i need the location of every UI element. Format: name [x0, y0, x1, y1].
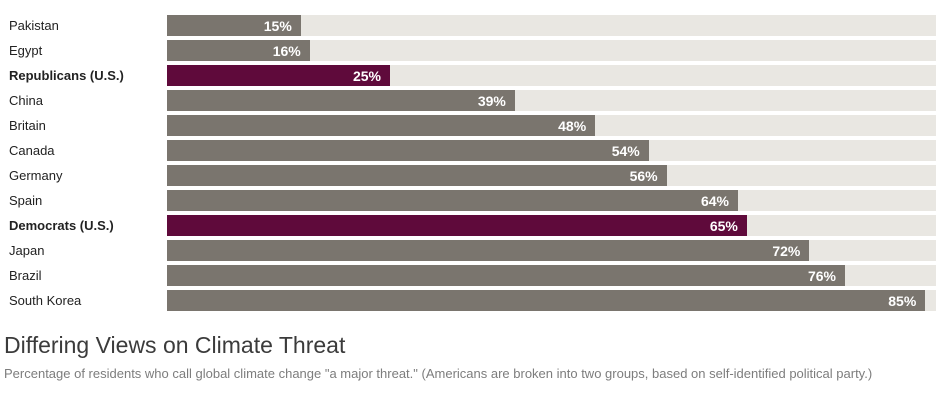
- bar-track: 72%: [167, 240, 936, 261]
- bar-value-label: 56%: [629, 167, 658, 184]
- page-title: Differing Views on Climate Threat: [4, 332, 346, 358]
- category-label: Pakistan: [9, 18, 59, 33]
- bar-value-label: 39%: [477, 92, 506, 109]
- bar-track: 76%: [167, 265, 936, 286]
- bar-value-label: 16%: [272, 42, 301, 59]
- table-row: Spain 64%: [0, 190, 937, 211]
- bar: 48%: [167, 115, 596, 136]
- category-label: Republicans (U.S.): [9, 68, 124, 83]
- bar: 64%: [167, 190, 738, 211]
- bar-track: 85%: [167, 290, 936, 311]
- bar-track: 65%: [167, 215, 936, 236]
- bar-track: 48%: [167, 115, 936, 136]
- bar: 25%: [167, 65, 390, 86]
- table-row: South Korea 85%: [0, 290, 937, 311]
- bar-value-label: 25%: [352, 67, 381, 84]
- bar-value-label: 48%: [558, 117, 587, 134]
- category-label: South Korea: [9, 293, 82, 308]
- table-row: Canada 54%: [0, 140, 937, 161]
- bar-track: 64%: [167, 190, 936, 211]
- bar-track: 54%: [167, 140, 936, 161]
- bar-value-label: 65%: [709, 217, 738, 234]
- bar-track: 15%: [167, 15, 936, 36]
- bar-track: 16%: [167, 40, 936, 61]
- bar-value-label: 64%: [700, 192, 729, 209]
- bar-chart: Pakistan 15% Egypt 16% Republicans (U.S.…: [0, 15, 937, 311]
- bar-value-label: 15%: [263, 17, 292, 34]
- bar-value-label: 76%: [807, 267, 837, 284]
- table-row: Republicans (U.S.) 25%: [0, 65, 937, 86]
- bar: 39%: [167, 90, 515, 111]
- bar-track: 39%: [167, 90, 936, 111]
- table-row: China 39%: [0, 90, 937, 111]
- table-row: Germany 56%: [0, 165, 937, 186]
- bar: 56%: [167, 165, 667, 186]
- caption-block: Differing Views on Climate Threat Percen…: [0, 332, 937, 383]
- category-label: Japan: [9, 243, 45, 258]
- bar-track: 56%: [167, 165, 936, 186]
- category-label: Democrats (U.S.): [9, 218, 114, 233]
- bar: 72%: [167, 240, 810, 261]
- table-row: Japan 72%: [0, 240, 937, 261]
- table-row: Egypt 16%: [0, 40, 937, 61]
- bar-track: 25%: [167, 65, 936, 86]
- bar: 76%: [167, 265, 846, 286]
- table-row: Pakistan 15%: [0, 15, 937, 36]
- table-row: Brazil 76%: [0, 265, 937, 286]
- category-label: Canada: [9, 143, 55, 158]
- category-label: Spain: [9, 193, 43, 208]
- category-label: Brazil: [9, 268, 42, 283]
- bar: 54%: [167, 140, 649, 161]
- bar: 15%: [167, 15, 301, 36]
- bar-value-label: 85%: [888, 292, 917, 309]
- category-label: Britain: [9, 118, 46, 133]
- bar-value-label: 72%: [772, 242, 801, 259]
- category-label: Germany: [9, 168, 63, 183]
- category-label: Egypt: [9, 43, 43, 58]
- table-row: Democrats (U.S.) 65%: [0, 215, 937, 236]
- bar-value-label: 54%: [611, 142, 640, 159]
- bar: 65%: [167, 215, 747, 236]
- category-label: China: [9, 93, 43, 108]
- bar: 16%: [167, 40, 310, 61]
- chart-subtitle: Percentage of residents who call global …: [4, 366, 873, 382]
- bar: 85%: [167, 290, 926, 311]
- table-row: Britain 48%: [0, 115, 937, 136]
